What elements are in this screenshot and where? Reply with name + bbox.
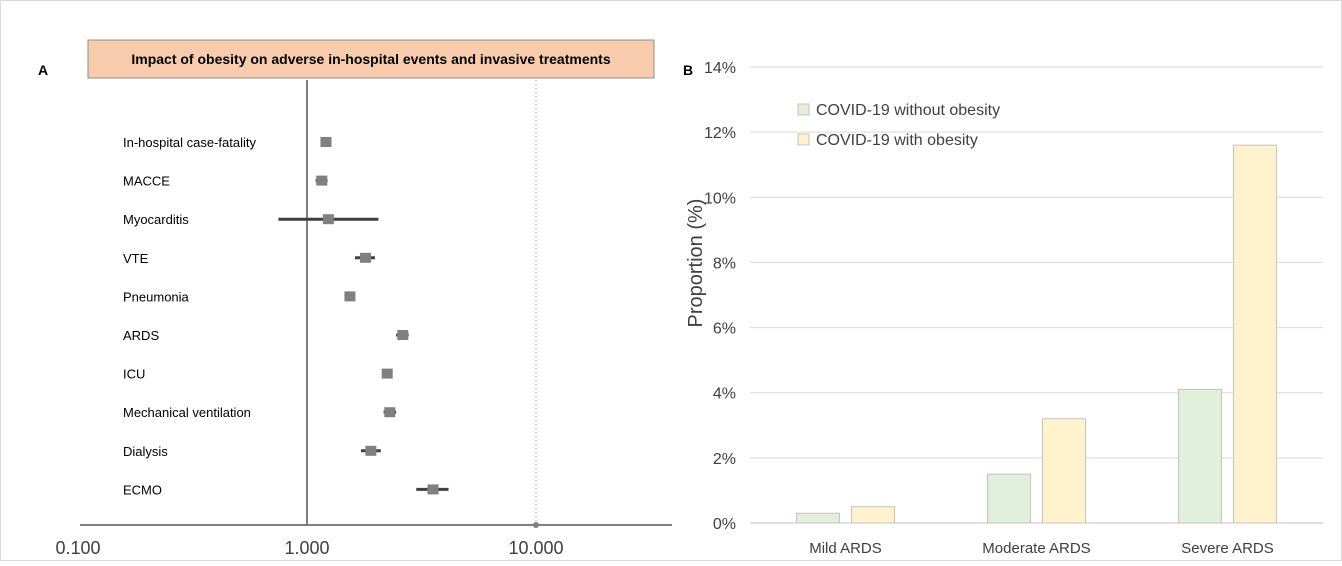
forest-row: ARDS: [123, 328, 409, 343]
bar-mark: [987, 473, 1031, 524]
forest-x-tick-mark: [533, 522, 539, 528]
forest-row: ECMO: [123, 482, 449, 497]
forest-row: MACCE: [123, 174, 328, 189]
forest-row-label: Myocarditis: [123, 212, 189, 227]
bar-y-tick-label: 8%: [713, 255, 736, 272]
bar-y-tick-label: 6%: [713, 321, 736, 338]
legend-label: COVID-19 without obesity: [816, 102, 1000, 119]
bar-y-tick-label: 12%: [704, 125, 736, 142]
panel-b-letter: B: [683, 62, 693, 78]
bar-legend: COVID-19 without obesity COVID-19 with ob…: [797, 102, 1000, 149]
bar-marks: [796, 144, 1277, 524]
forest-row-label: Mechanical ventilation: [123, 405, 251, 420]
bar-mark: [851, 506, 895, 524]
forest-row-label: In-hospital case-fatality: [123, 135, 256, 150]
bar-mark: [1233, 144, 1277, 524]
bar-x-tick-label: Moderate ARDS: [982, 540, 1090, 557]
forest-point-marker: [384, 407, 396, 418]
bar-y-ticks: 0% 2% 4% 6% 8% 10% 12% 14%: [704, 60, 736, 533]
forest-point-marker: [359, 252, 371, 263]
forest-row: ICU: [123, 367, 393, 382]
forest-x-tick-label: 10.000: [508, 538, 563, 558]
legend-swatch: [797, 103, 810, 116]
forest-point-marker: [344, 291, 356, 302]
forest-grid: [306, 80, 537, 525]
forest-x-tick-label: 0.100: [55, 538, 100, 558]
forest-point-marker: [322, 214, 334, 225]
forest-row-label: ICU: [123, 367, 145, 382]
bar-y-tick-label: 14%: [704, 60, 736, 77]
forest-row: In-hospital case-fatality: [123, 135, 332, 150]
forest-row-label: Pneumonia: [123, 289, 190, 304]
panel-a-letter: A: [38, 62, 48, 78]
bar-x-tick-label: Severe ARDS: [1181, 540, 1274, 557]
forest-row: Mechanical ventilation: [123, 405, 397, 420]
bar-y-tick-label: 0%: [713, 516, 736, 533]
forest-row: Myocarditis: [123, 212, 379, 227]
legend-swatch: [797, 133, 810, 146]
bar-y-tick-label: 4%: [713, 386, 736, 403]
forest-point-marker: [427, 484, 439, 495]
forest-plot: Impact of obesity on adverse in-hospital…: [55, 39, 672, 558]
forest-row: Dialysis: [123, 444, 381, 459]
forest-point-marker: [316, 175, 328, 186]
bar-y-tick-label: 2%: [713, 451, 736, 468]
bar-x-tick-label: Mild ARDS: [809, 540, 882, 557]
bar-chart: 0% 2% 4% 6% 8% 10% 12% 14% Mild ARDS Moderate AR…: [685, 60, 1323, 557]
forest-row: VTE: [123, 251, 375, 266]
bar-gridlines: [750, 66, 1323, 524]
forest-row-label: Dialysis: [123, 444, 168, 459]
bar-y-tick-label: 10%: [704, 190, 736, 207]
forest-point-marker: [397, 330, 409, 340]
forest-title-box: [87, 39, 655, 79]
forest-title: Impact of obesity on adverse in-hospital…: [131, 51, 610, 67]
forest-point-marker: [320, 137, 332, 147]
forest-rows: In-hospital case-fatality MACCE Myocarditi…: [123, 135, 449, 497]
bar-x-ticks: Mild ARDS Moderate ARDS Severe ARDS: [809, 540, 1274, 557]
forest-row-label: ECMO: [123, 482, 162, 497]
bar-y-axis-label: Proportion (%): [685, 199, 707, 328]
forest-x-tick-label: 1.000: [284, 538, 329, 558]
forest-point-marker: [365, 445, 377, 456]
forest-row: Pneumonia: [123, 289, 356, 304]
bar-mark: [1042, 418, 1086, 524]
bar-mark: [796, 512, 840, 524]
legend-label: COVID-19 with obesity: [816, 132, 978, 149]
bar-mark: [1178, 388, 1222, 524]
forest-row-label: ARDS: [123, 328, 159, 343]
forest-row-label: VTE: [123, 251, 149, 266]
forest-x-axis: 0.100 1.000 10.000: [55, 522, 672, 558]
forest-row-label: MACCE: [123, 174, 170, 189]
forest-point-marker: [381, 368, 393, 379]
